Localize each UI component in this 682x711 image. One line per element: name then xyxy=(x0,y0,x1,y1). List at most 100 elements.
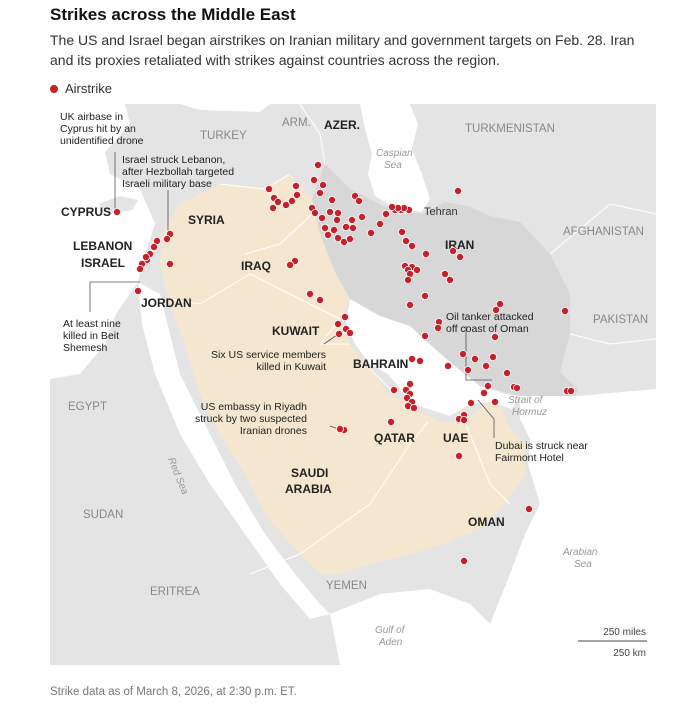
annotation-dubai-1: Dubai is struck near xyxy=(495,440,588,452)
annotation-shemesh-3: Shemesh xyxy=(63,342,108,354)
airstrike-marker xyxy=(421,249,430,258)
airstrike-marker xyxy=(317,214,326,223)
airstrike-marker xyxy=(357,213,366,222)
airstrike-marker xyxy=(335,424,344,433)
airstrike-marker xyxy=(397,228,406,237)
annotation-dubai-2: Fairmont Hotel xyxy=(495,452,564,464)
annotation-leaders xyxy=(89,152,495,438)
airstrike-marker xyxy=(310,209,319,218)
airstrike-marker xyxy=(142,252,151,261)
airstrike-marker xyxy=(470,354,479,363)
red-sea xyxy=(138,282,330,619)
label-sudan: SUDAN xyxy=(83,509,123,521)
airstrike-marker xyxy=(264,185,273,194)
airstrike-marker xyxy=(313,161,322,170)
page-title: Strikes across the Middle East xyxy=(50,5,296,24)
legend-label: Airstrike xyxy=(65,81,112,96)
label-bahrain: BAHRAIN xyxy=(353,357,408,371)
airstrike-marker xyxy=(401,236,410,245)
airstrike-marker xyxy=(366,229,375,238)
airstrike-marker xyxy=(403,275,412,284)
label-aden-1: Gulf of xyxy=(375,625,406,636)
airstrike-marker xyxy=(560,306,569,315)
airstrike-marker xyxy=(292,191,301,200)
airstrike-marker xyxy=(281,201,290,210)
annotation-riyadh-3: Iranian drones xyxy=(240,425,307,437)
strike-layer xyxy=(113,161,576,565)
annotation-cyprus-1: UK airbase in xyxy=(60,111,123,123)
scale-bar: 250 miles 250 km xyxy=(578,627,647,659)
label-lebanon: LEBANON xyxy=(73,239,132,253)
airstrike-marker xyxy=(333,209,342,218)
gulf-states-land xyxy=(160,174,525,574)
label-strait-1: Strait of xyxy=(508,395,544,406)
airstrike-marker xyxy=(459,415,468,424)
label-israel: ISRAEL xyxy=(81,256,125,270)
cyprus-island xyxy=(98,196,138,214)
airstrike-marker xyxy=(166,259,175,268)
caspian-sea xyxy=(360,104,430,212)
airstrike-marker xyxy=(347,216,356,225)
airstrike-marker xyxy=(512,383,521,392)
airstrike-marker xyxy=(443,361,452,370)
airstrike-marker xyxy=(113,208,122,217)
mediterranean-sea xyxy=(50,104,155,379)
black-sea xyxy=(180,104,270,112)
persian-gulf xyxy=(346,299,520,416)
airstrike-marker xyxy=(481,361,490,370)
airstrike-marker xyxy=(341,223,350,232)
airstrike-marker xyxy=(502,368,511,377)
airstrike-marker xyxy=(524,504,533,513)
annotation-cyprus-2: Cyprus hit by an xyxy=(60,123,136,135)
annotation-kuwait-2: killed in Kuwait xyxy=(257,361,327,373)
airstrike-marker xyxy=(448,246,457,255)
airstrike-marker xyxy=(420,331,429,340)
airstrike-marker xyxy=(386,417,395,426)
annotation-shemesh-2: killed in Beit xyxy=(63,330,119,342)
airstrike-marker xyxy=(415,356,424,365)
airstrike-marker xyxy=(348,224,357,233)
airstrike-marker xyxy=(285,260,294,269)
airstrike-marker xyxy=(445,275,454,284)
label-afghanistan: AFGHANISTAN xyxy=(563,226,644,238)
airstrike-marker xyxy=(407,241,416,250)
airstrike-marker xyxy=(315,189,324,198)
airstrike-marker xyxy=(334,329,343,338)
label-arm: ARM. xyxy=(282,117,311,129)
airstrike-marker xyxy=(491,305,500,314)
label-iraq: IRAQ xyxy=(241,259,271,273)
annotation-riyadh-2: struck by two suspected xyxy=(195,413,307,425)
airstrike-marker xyxy=(405,379,414,388)
airstrike-marker xyxy=(320,224,329,233)
airstrike-marker xyxy=(150,242,159,251)
annotation-lebanon-1: Israel struck Lebanon, xyxy=(122,154,225,166)
airstrike-marker xyxy=(327,196,336,205)
airstrike-marker xyxy=(309,176,318,185)
scale-km: 250 km xyxy=(613,648,646,659)
annotation-cyprus-3: unidentified drone xyxy=(60,135,144,147)
label-uae: UAE xyxy=(443,431,468,445)
airstrike-marker xyxy=(479,388,488,397)
airstrike-marker xyxy=(463,365,472,374)
label-kuwait: KUWAIT xyxy=(272,324,320,338)
label-arabian-1: Arabian xyxy=(562,547,598,558)
annotation-riyadh-1: US embassy in Riyadh xyxy=(201,401,307,413)
label-arabia: ARABIA xyxy=(285,482,332,496)
airstrike-marker xyxy=(134,286,143,295)
label-qatar: QATAR xyxy=(374,431,415,445)
label-aden-2: Aden xyxy=(378,637,403,648)
airstrike-marker xyxy=(458,349,467,358)
airstrike-marker xyxy=(483,381,492,390)
airstrike-marker xyxy=(287,197,296,206)
annotation-kuwait-1: Six US service members xyxy=(211,349,326,361)
airstrike-marker xyxy=(375,220,384,229)
map: IRAN IRAQ SYRIA LEBANON ISRAEL JORDAN KU… xyxy=(50,104,656,665)
legend: Airstrike xyxy=(50,81,112,96)
airstrike-marker xyxy=(420,291,429,300)
label-oman: OMAN xyxy=(468,515,505,529)
label-saudi: SAUDI xyxy=(291,466,328,480)
label-caspian-1: Caspian xyxy=(376,148,413,159)
airstrike-marker xyxy=(409,403,418,412)
label-azer: AZER. xyxy=(324,118,360,132)
country-labels: IRAN IRAQ SYRIA LEBANON ISRAEL JORDAN KU… xyxy=(61,118,505,529)
